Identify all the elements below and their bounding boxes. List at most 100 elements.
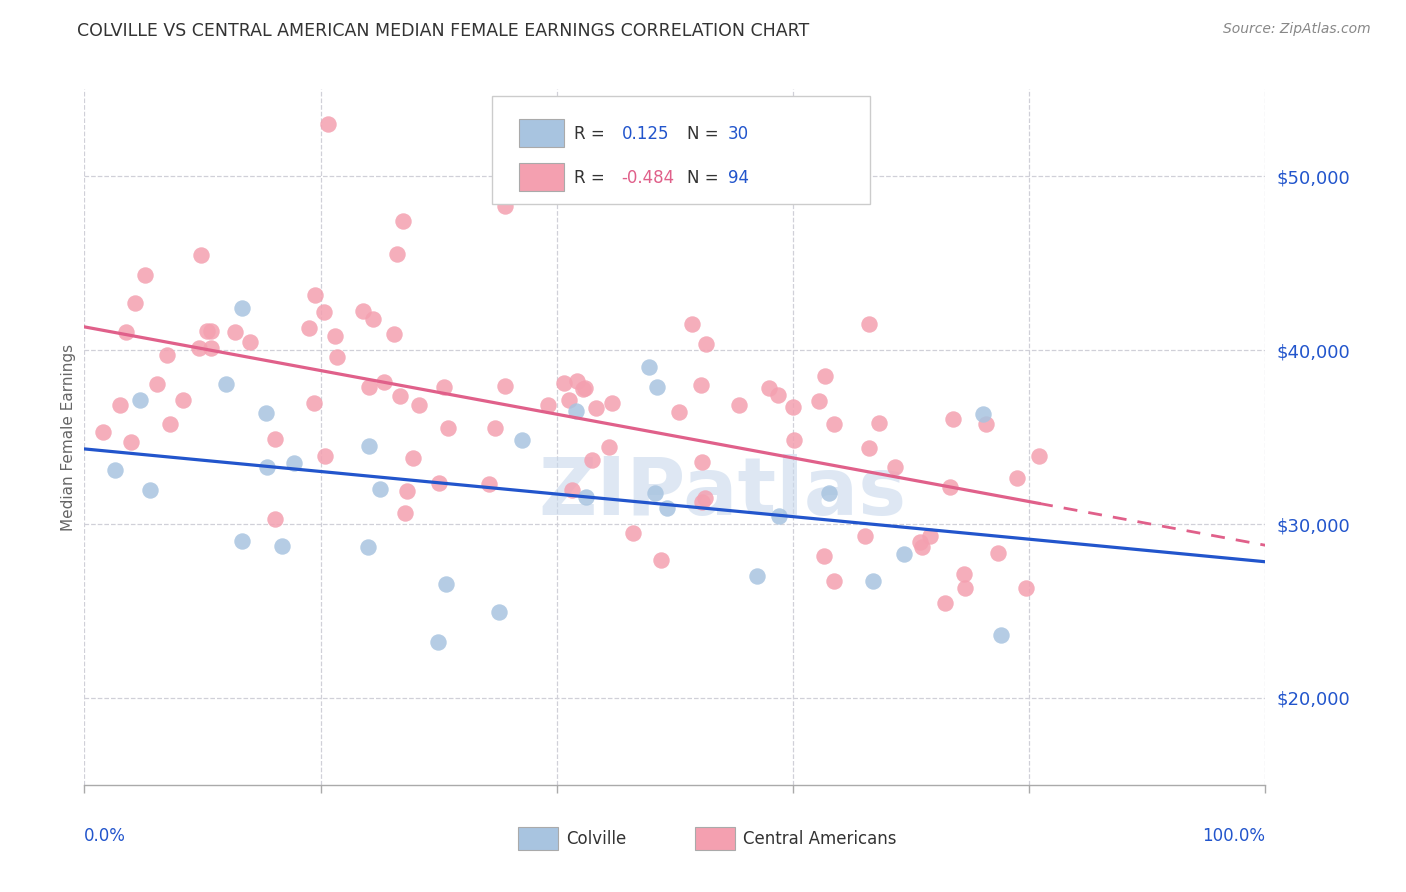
Text: Source: ZipAtlas.com: Source: ZipAtlas.com: [1223, 22, 1371, 37]
Point: [283, 456, 305, 470]
Point: [156, 348, 179, 362]
Point: [433, 380, 456, 394]
Point: [326, 351, 349, 365]
Point: [908, 534, 931, 549]
FancyBboxPatch shape: [519, 163, 564, 192]
Point: [239, 334, 262, 349]
Point: [382, 326, 405, 341]
Point: [389, 388, 412, 402]
Point: [195, 324, 218, 338]
Point: [120, 435, 142, 450]
Point: [200, 324, 222, 338]
Point: [200, 341, 222, 355]
Text: R =: R =: [575, 125, 605, 143]
Point: [638, 360, 661, 375]
Point: [695, 337, 717, 351]
Point: [621, 525, 644, 540]
Point: [488, 606, 510, 620]
Point: [644, 485, 666, 500]
Text: N =: N =: [686, 125, 718, 143]
Point: [304, 288, 326, 302]
Point: [478, 477, 501, 491]
Point: [645, 380, 668, 394]
Point: [159, 417, 181, 431]
Point: [271, 540, 294, 554]
Text: 0.125: 0.125: [621, 125, 669, 143]
Point: [690, 495, 713, 509]
FancyBboxPatch shape: [492, 96, 870, 204]
Point: [316, 117, 339, 131]
Point: [352, 303, 374, 318]
Point: [385, 247, 408, 261]
Point: [434, 577, 457, 591]
Point: [823, 417, 845, 431]
Point: [650, 552, 672, 566]
Point: [893, 547, 915, 561]
Text: 0.0%: 0.0%: [84, 827, 127, 845]
Point: [1028, 449, 1050, 463]
Point: [690, 455, 713, 469]
Point: [768, 388, 790, 402]
Point: [110, 398, 132, 412]
Point: [437, 421, 460, 435]
Point: [598, 440, 620, 454]
Point: [911, 540, 934, 554]
Point: [139, 483, 162, 497]
Point: [323, 329, 346, 343]
Point: [557, 392, 579, 407]
Point: [581, 453, 603, 467]
Point: [953, 567, 976, 582]
Point: [314, 450, 336, 464]
Y-axis label: Median Female Earnings: Median Female Earnings: [60, 343, 76, 531]
Point: [368, 482, 391, 496]
Point: [575, 490, 598, 504]
Text: R =: R =: [575, 169, 605, 187]
Point: [974, 417, 997, 432]
Point: [188, 341, 211, 355]
Point: [987, 546, 1010, 560]
Point: [953, 582, 976, 596]
Point: [585, 401, 607, 415]
Point: [571, 382, 593, 396]
Point: [256, 459, 278, 474]
Point: [263, 432, 285, 446]
Point: [934, 596, 956, 610]
Point: [392, 214, 415, 228]
FancyBboxPatch shape: [517, 827, 558, 850]
Point: [990, 628, 1012, 642]
Point: [302, 396, 325, 410]
Point: [823, 574, 845, 589]
Point: [357, 540, 380, 554]
Point: [254, 406, 277, 420]
Point: [427, 476, 450, 491]
Point: [298, 321, 321, 335]
Point: [655, 501, 678, 516]
Point: [565, 403, 588, 417]
Point: [357, 380, 380, 394]
Point: [853, 529, 876, 543]
Point: [693, 491, 716, 505]
Point: [862, 574, 884, 588]
Point: [813, 549, 835, 563]
Point: [172, 392, 194, 407]
Point: [215, 377, 238, 392]
Point: [408, 398, 430, 412]
Text: COLVILLE VS CENTRAL AMERICAN MEDIAN FEMALE EARNINGS CORRELATION CHART: COLVILLE VS CENTRAL AMERICAN MEDIAN FEMA…: [77, 22, 810, 40]
Point: [363, 312, 385, 326]
Point: [484, 421, 506, 435]
Point: [768, 509, 790, 524]
Point: [868, 416, 890, 430]
Point: [817, 486, 839, 500]
Point: [728, 398, 751, 412]
Point: [814, 368, 837, 383]
Point: [918, 528, 941, 542]
FancyBboxPatch shape: [695, 827, 735, 850]
Point: [104, 463, 127, 477]
Point: [1015, 581, 1038, 595]
Point: [972, 407, 994, 421]
Point: [231, 534, 253, 549]
Point: [553, 376, 575, 390]
Point: [668, 405, 690, 419]
Point: [690, 378, 713, 392]
Point: [510, 434, 533, 448]
